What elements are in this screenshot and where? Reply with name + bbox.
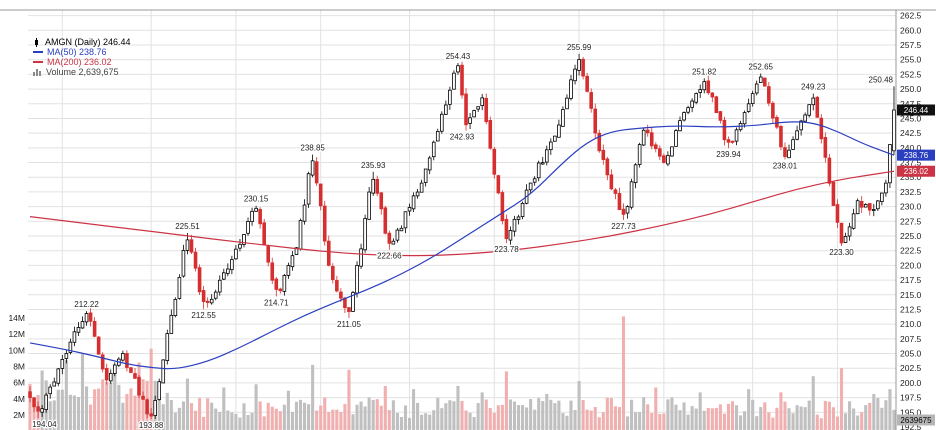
chart-legend: AMGN (Daily) 246.44 MA(50) 238.76 MA(200… bbox=[33, 37, 131, 77]
svg-text:2M: 2M bbox=[13, 410, 25, 420]
svg-text:225.0: 225.0 bbox=[900, 231, 922, 241]
svg-text:251.82: 251.82 bbox=[692, 67, 717, 76]
svg-text:222.5: 222.5 bbox=[900, 246, 922, 256]
svg-text:249.23: 249.23 bbox=[801, 83, 826, 92]
svg-text:197.5: 197.5 bbox=[900, 393, 922, 403]
ma200-line-icon bbox=[33, 61, 43, 63]
svg-text:211.05: 211.05 bbox=[337, 320, 361, 329]
svg-text:255.0: 255.0 bbox=[900, 55, 922, 65]
svg-text:212.22: 212.22 bbox=[74, 300, 99, 309]
svg-text:235.93: 235.93 bbox=[361, 161, 386, 170]
svg-text:205.0: 205.0 bbox=[900, 349, 922, 359]
svg-text:202.5: 202.5 bbox=[900, 363, 922, 373]
svg-text:250.0: 250.0 bbox=[900, 84, 922, 94]
svg-text:214.71: 214.71 bbox=[264, 298, 289, 307]
svg-text:262.5: 262.5 bbox=[900, 11, 922, 21]
svg-text:239.94: 239.94 bbox=[716, 150, 741, 159]
svg-text:222.66: 222.66 bbox=[377, 252, 402, 261]
svg-text:238.01: 238.01 bbox=[773, 162, 798, 171]
svg-text:242.5: 242.5 bbox=[900, 128, 922, 138]
legend-symbol-text: AMGN (Daily) 246.44 bbox=[45, 37, 131, 47]
svg-text:254.43: 254.43 bbox=[446, 52, 471, 61]
svg-text:200.0: 200.0 bbox=[900, 378, 922, 388]
price-axis-labels: 192.5 195.0 197.5 200.0 202.5 205.0 207.5 210.0… bbox=[900, 11, 922, 430]
axis-value-box-volume bbox=[897, 414, 935, 426]
axis-value-boxes: 246.44 238.76 236.02 2639675 bbox=[897, 104, 935, 426]
svg-text:217.5: 217.5 bbox=[900, 275, 922, 285]
candlesticks bbox=[28, 53, 896, 419]
svg-text:230.15: 230.15 bbox=[244, 195, 269, 204]
svg-text:12M: 12M bbox=[8, 329, 25, 339]
svg-text:237.5: 237.5 bbox=[900, 158, 922, 168]
svg-text:252.5: 252.5 bbox=[900, 69, 922, 79]
svg-text:212.55: 212.55 bbox=[191, 311, 216, 320]
svg-text:223.78: 223.78 bbox=[494, 245, 519, 254]
svg-text:227.73: 227.73 bbox=[611, 222, 636, 231]
svg-text:6M: 6M bbox=[13, 378, 25, 388]
svg-text:220.0: 220.0 bbox=[900, 260, 922, 270]
candlestick-icon bbox=[33, 37, 41, 47]
ma50-line bbox=[29, 121, 895, 370]
svg-text:240.0: 240.0 bbox=[900, 143, 922, 153]
svg-text:246.44: 246.44 bbox=[904, 106, 929, 115]
svg-text:192.5: 192.5 bbox=[900, 422, 922, 430]
svg-text:252.65: 252.65 bbox=[749, 62, 774, 71]
svg-text:236.02: 236.02 bbox=[904, 167, 929, 176]
svg-text:193.88: 193.88 bbox=[139, 421, 164, 430]
volume-axis-labels: 14M 12M 10M 8M 6M 4M 2M bbox=[8, 313, 25, 420]
svg-text:227.5: 227.5 bbox=[900, 216, 922, 226]
svg-text:247.5: 247.5 bbox=[900, 99, 922, 109]
legend-volume-row: Volume 2,639,675 bbox=[33, 67, 131, 77]
svg-text:232.5: 232.5 bbox=[900, 187, 922, 197]
svg-text:2639675: 2639675 bbox=[900, 416, 932, 425]
svg-text:8M: 8M bbox=[13, 362, 25, 372]
legend-volume-text: Volume 2,639,675 bbox=[46, 67, 119, 77]
svg-text:215.0: 215.0 bbox=[900, 290, 922, 300]
svg-text:207.5: 207.5 bbox=[900, 334, 922, 344]
price-annotations: 194.04 212.22 193.88 225.51 212.55 230.15 214.… bbox=[31, 42, 895, 430]
svg-text:238.76: 238.76 bbox=[904, 151, 929, 160]
svg-text:223.30: 223.30 bbox=[829, 248, 854, 257]
svg-text:238.85: 238.85 bbox=[300, 144, 325, 153]
volume-bars-icon bbox=[33, 68, 42, 76]
ma200-line bbox=[29, 170, 895, 257]
legend-ma50-row: MA(50) 238.76 bbox=[33, 47, 131, 57]
svg-text:210.0: 210.0 bbox=[900, 319, 922, 329]
legend-ma200-row: MA(200) 236.02 bbox=[33, 57, 131, 67]
svg-text:257.5: 257.5 bbox=[900, 40, 922, 50]
svg-text:225.51: 225.51 bbox=[175, 222, 200, 231]
ma50-line-icon bbox=[33, 51, 43, 53]
svg-text:14M: 14M bbox=[8, 313, 25, 323]
axis-value-box-price bbox=[897, 104, 935, 116]
svg-text:245.0: 245.0 bbox=[900, 113, 922, 123]
svg-text:212.5: 212.5 bbox=[900, 304, 922, 314]
svg-text:260.0: 260.0 bbox=[900, 25, 922, 35]
legend-symbol-row: AMGN (Daily) 246.44 bbox=[33, 37, 131, 47]
svg-text:250.48: 250.48 bbox=[869, 75, 894, 84]
svg-text:230.0: 230.0 bbox=[900, 202, 922, 212]
svg-text:10M: 10M bbox=[8, 345, 25, 355]
axis-value-box-ma50 bbox=[897, 149, 935, 161]
svg-text:195.0: 195.0 bbox=[900, 407, 922, 417]
svg-text:242.93: 242.93 bbox=[450, 133, 475, 142]
legend-ma50-text: MA(50) 238.76 bbox=[47, 47, 107, 57]
volume-bars bbox=[28, 316, 896, 430]
svg-text:4M: 4M bbox=[13, 394, 25, 404]
svg-text:255.99: 255.99 bbox=[567, 43, 592, 52]
svg-text:235.0: 235.0 bbox=[900, 172, 922, 182]
axis-value-box-ma200 bbox=[897, 165, 935, 177]
svg-text:194.04: 194.04 bbox=[32, 420, 57, 429]
legend-ma200-text: MA(200) 236.02 bbox=[47, 57, 112, 67]
